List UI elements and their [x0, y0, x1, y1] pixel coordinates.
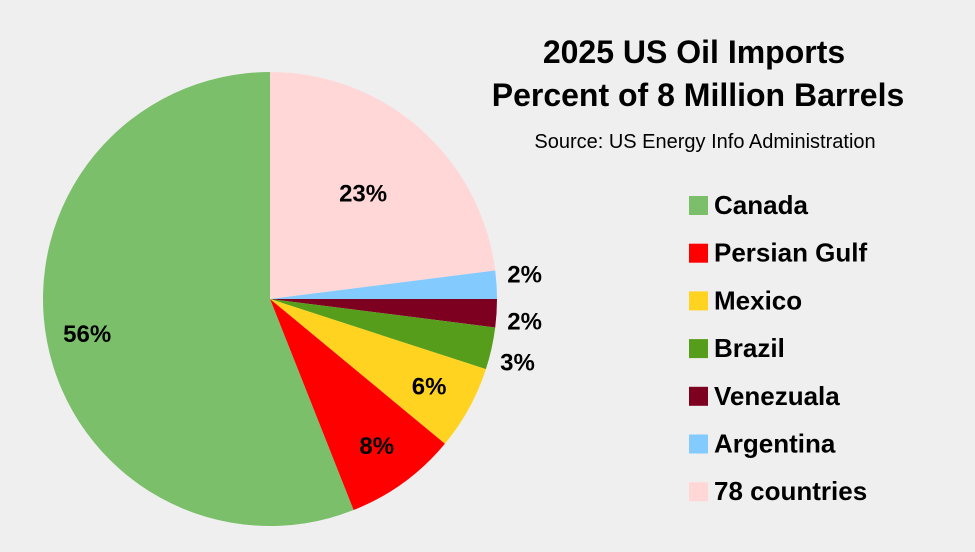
pie-slice-78-countries: [270, 72, 496, 299]
legend-item-brazil: Brazil: [689, 333, 785, 363]
chart-title-line-2: Percent of 8 Million Barrels: [492, 77, 905, 113]
slice-label-canada: 56%: [63, 321, 111, 348]
pie-slice-brazil: [270, 299, 496, 370]
legend-label-78-countries: 78 countries: [714, 476, 867, 506]
legend-item-persian-gulf: Persian Gulf: [689, 238, 867, 268]
slice-label-venezuala: 2%: [507, 308, 542, 335]
pie-slice-canada: [42, 72, 354, 527]
legend-swatch-78-countries: [689, 482, 708, 502]
legend-swatch-venezuala: [689, 386, 708, 406]
pie-slice-venezuala: [270, 299, 497, 328]
pie-slice-labels: 23% 2% 2% 3% 6% 8% 56%: [63, 180, 542, 460]
pie-slice-mexico: [270, 299, 486, 444]
slice-label-mexico: 6%: [412, 374, 447, 401]
legend-label-persian-gulf: Persian Gulf: [714, 238, 867, 268]
pie-slice-persian-gulf: [270, 299, 445, 511]
legend-item-canada: Canada: [689, 190, 808, 220]
legend-swatch-canada: [689, 196, 708, 215]
chart-subtitle: Source: US Energy Info Administration: [534, 131, 875, 153]
legend-swatch-brazil: [689, 339, 708, 359]
legend-label-canada: Canada: [714, 190, 808, 220]
slice-label-argentina: 2%: [507, 262, 542, 289]
legend: Canada Persian Gulf Mexico Brazil Venezuala A…: [689, 190, 867, 506]
pie-slices: [42, 72, 497, 527]
chart-title-line-1: 2025 US Oil Imports: [543, 34, 845, 70]
legend-item-mexico: Mexico: [689, 285, 802, 315]
legend-swatch-argentina: [689, 434, 708, 454]
slice-label-brazil: 3%: [500, 350, 535, 377]
chart-title: 2025 US Oil Imports Percent of 8 Million…: [492, 34, 905, 113]
legend-item-argentina: Argentina: [689, 429, 836, 459]
legend-label-venezuala: Venezuala: [714, 381, 840, 411]
legend-swatch-mexico: [689, 291, 708, 311]
slice-label-persian-gulf: 8%: [359, 433, 394, 460]
pie-slice-argentina: [270, 270, 497, 299]
slice-label-78-countries: 23%: [339, 180, 387, 207]
legend-label-argentina: Argentina: [714, 429, 836, 459]
legend-item-venezuala: Venezuala: [689, 381, 840, 411]
legend-swatch-persian-gulf: [689, 243, 708, 263]
legend-item-78-countries: 78 countries: [689, 476, 867, 506]
legend-label-brazil: Brazil: [714, 333, 785, 363]
legend-label-mexico: Mexico: [714, 285, 802, 315]
